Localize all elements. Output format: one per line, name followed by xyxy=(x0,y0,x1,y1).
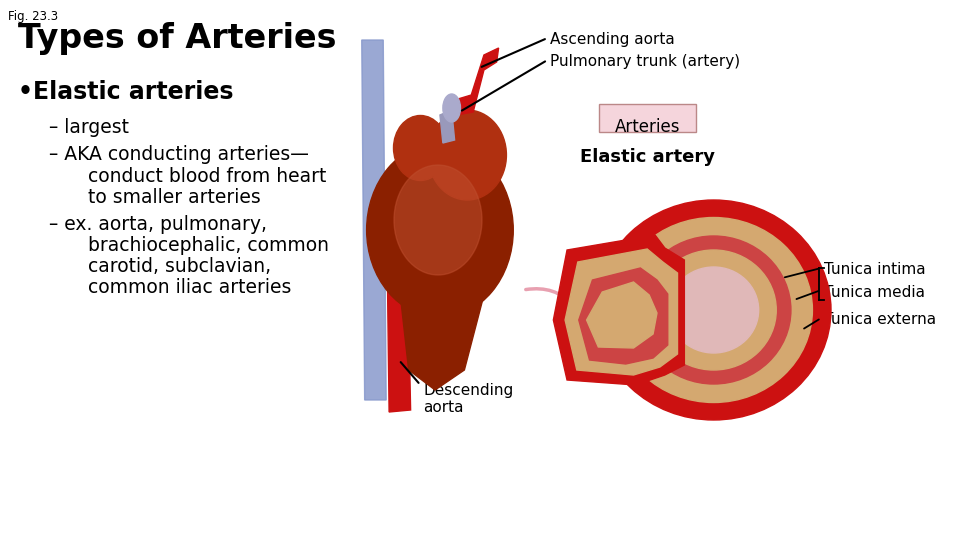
Text: Fig. 23.3: Fig. 23.3 xyxy=(8,10,58,23)
Text: – AKA conducting arteries—: – AKA conducting arteries— xyxy=(49,145,309,164)
Ellipse shape xyxy=(367,143,514,318)
Ellipse shape xyxy=(651,250,777,370)
Text: Tunica media: Tunica media xyxy=(825,285,925,300)
Text: – largest: – largest xyxy=(49,118,129,137)
Ellipse shape xyxy=(669,267,758,353)
Text: Types of Arteries: Types of Arteries xyxy=(17,22,336,55)
Ellipse shape xyxy=(394,165,482,275)
Text: – ex. aorta, pulmonary,: – ex. aorta, pulmonary, xyxy=(49,215,267,234)
Polygon shape xyxy=(587,282,657,348)
Polygon shape xyxy=(401,295,484,390)
Text: brachiocephalic, common: brachiocephalic, common xyxy=(70,236,329,255)
Text: Descending
aorta: Descending aorta xyxy=(423,383,514,415)
Text: Tunica intima: Tunica intima xyxy=(825,262,925,277)
Polygon shape xyxy=(553,235,684,385)
FancyArrowPatch shape xyxy=(526,289,572,305)
Text: Elastic arteries: Elastic arteries xyxy=(34,80,233,104)
Ellipse shape xyxy=(443,94,461,122)
Text: Pulmonary trunk (artery): Pulmonary trunk (artery) xyxy=(550,54,740,69)
Polygon shape xyxy=(362,40,386,400)
Text: carotid, subclavian,: carotid, subclavian, xyxy=(70,257,272,276)
Polygon shape xyxy=(440,110,455,143)
Polygon shape xyxy=(565,249,678,375)
Text: common iliac arteries: common iliac arteries xyxy=(70,278,292,297)
Ellipse shape xyxy=(615,218,812,402)
Polygon shape xyxy=(579,268,668,364)
Text: Arteries: Arteries xyxy=(614,118,680,136)
Polygon shape xyxy=(386,175,411,412)
Text: •: • xyxy=(17,80,33,104)
Ellipse shape xyxy=(636,236,791,384)
Ellipse shape xyxy=(394,116,447,180)
Text: to smaller arteries: to smaller arteries xyxy=(70,188,261,207)
Text: Elastic artery: Elastic artery xyxy=(580,148,714,166)
Text: Ascending aorta: Ascending aorta xyxy=(550,32,675,47)
Text: Tunica externa: Tunica externa xyxy=(825,312,936,327)
Ellipse shape xyxy=(596,200,831,420)
Polygon shape xyxy=(455,48,498,115)
Text: conduct blood from heart: conduct blood from heart xyxy=(70,167,326,186)
Ellipse shape xyxy=(428,110,507,200)
FancyBboxPatch shape xyxy=(599,104,696,132)
